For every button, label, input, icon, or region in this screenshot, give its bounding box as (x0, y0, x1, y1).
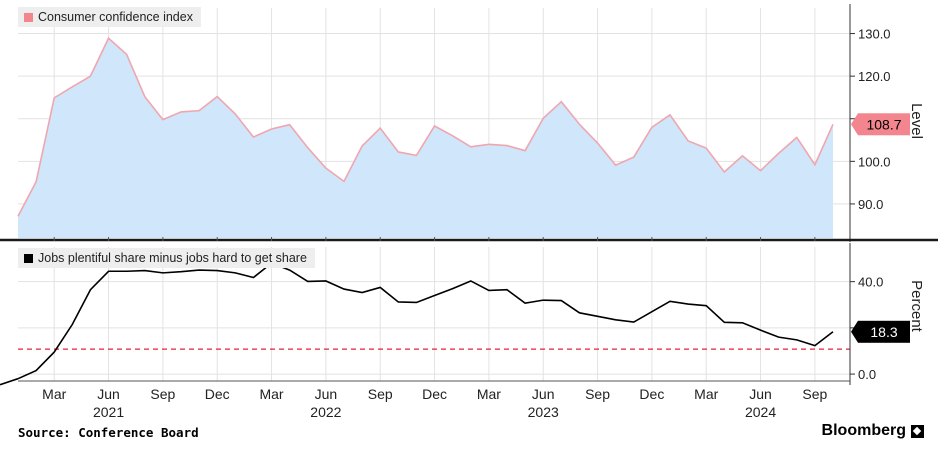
x-year-label: 2023 (528, 404, 559, 420)
x-tick-label: Mar (477, 386, 501, 402)
x-tick-label: Mar (42, 386, 66, 402)
x-tick-label: Dec (205, 386, 230, 402)
last-value-label: 18.3 (870, 324, 897, 340)
x-year-label: 2024 (745, 404, 776, 420)
consumer-confidence-area (18, 38, 833, 239)
x-tick-label: Jun (97, 386, 120, 402)
x-tick-label: Mar (259, 386, 283, 402)
x-tick-label: Jun (315, 386, 338, 402)
last-value-badge (858, 113, 910, 136)
jobs-line-lead (0, 377, 19, 386)
x-tick-label: Dec (639, 386, 664, 402)
legend-swatch-black (24, 253, 33, 263)
legend-label: Consumer confidence index (38, 10, 193, 24)
legend-swatch-pink (24, 12, 33, 22)
last-value-badge-arrow (851, 113, 858, 136)
x-tick-label: Mar (694, 386, 718, 402)
y-tick-label: 100.0 (858, 154, 891, 169)
y-axis-title: Level (908, 103, 925, 139)
x-tick-label: Sep (802, 386, 827, 402)
source-note: Source: Conference Board (18, 425, 199, 440)
y-tick-label: 130.0 (858, 27, 891, 42)
y-tick-label: 120.0 (858, 69, 891, 84)
y-axis-title: Percent (908, 280, 925, 333)
bloomberg-logo-icon (911, 424, 924, 438)
x-tick-label: Jun (532, 386, 555, 402)
x-tick-label: Sep (585, 386, 610, 402)
jobs-differential-line (17, 262, 834, 380)
x-tick-label: Sep (368, 386, 393, 402)
brand-name: Bloomberg (821, 422, 906, 439)
y-tick-label: 40.0 (858, 275, 883, 290)
brand-logo: Bloomberg (822, 422, 924, 440)
x-tick-label: Jun (749, 386, 772, 402)
legend-label: Jobs plentiful share minus jobs hard to … (38, 251, 307, 265)
legend-consumer-confidence: Consumer confidence index (18, 7, 201, 27)
x-year-label: 2021 (93, 404, 124, 420)
x-year-label: 2022 (310, 404, 341, 420)
y-tick-label: 90.0 (858, 197, 883, 212)
x-tick-label: Sep (150, 386, 175, 402)
x-tick-label: Dec (422, 386, 447, 402)
consumer-confidence-line (17, 36, 834, 217)
legend-jobs-differential: Jobs plentiful share minus jobs hard to … (18, 248, 315, 268)
last-value-badge-arrow (851, 320, 858, 343)
last-value-badge (858, 320, 910, 343)
y-tick-label: 0.0 (858, 367, 876, 382)
last-value-label: 108.7 (866, 116, 901, 132)
